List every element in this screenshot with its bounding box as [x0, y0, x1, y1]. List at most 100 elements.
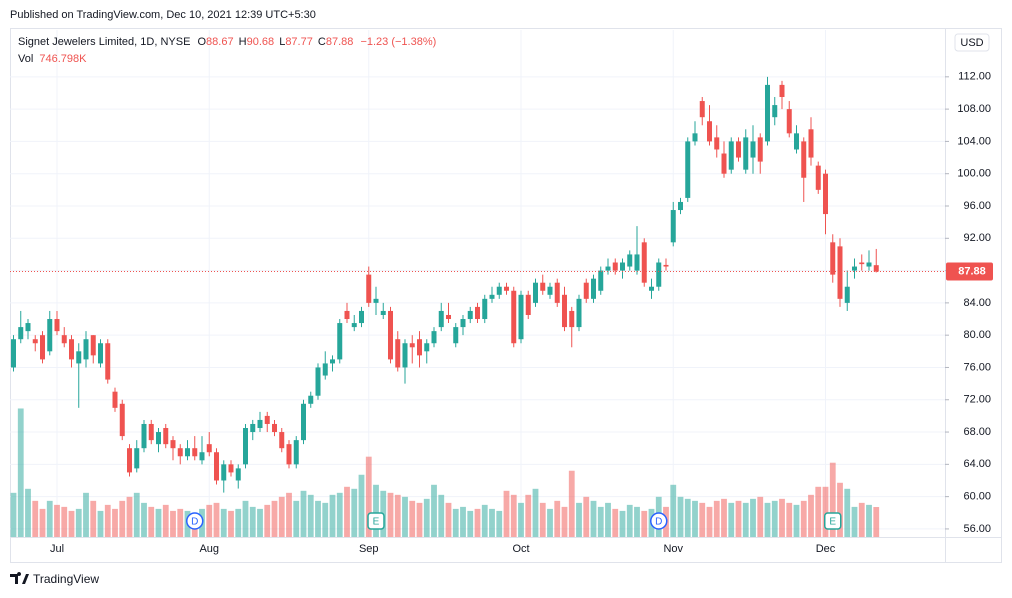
volume-bar — [605, 502, 611, 537]
volume-bar — [829, 462, 836, 537]
candle-body — [554, 282, 560, 303]
volume-bar — [786, 502, 793, 537]
volume-bar — [583, 496, 590, 537]
candle-body — [844, 286, 850, 303]
volume-bar — [735, 500, 742, 537]
volume-bar — [619, 510, 626, 537]
candle-body — [489, 294, 495, 299]
volume-bar — [112, 508, 118, 537]
candle-body — [54, 319, 60, 332]
candle-body — [641, 242, 647, 283]
last-price-label: 87.88 — [958, 265, 986, 277]
candle-body — [272, 423, 277, 433]
candle-body — [11, 339, 16, 368]
volume-bar — [344, 486, 350, 537]
x-tick-label: Jul — [50, 543, 64, 555]
axis-layer: 56.00 60.00 64.00 68.00 72.00 76.00 80.00 84.00… — [10, 71, 993, 555]
volume-bar — [815, 486, 822, 537]
change: −1.23 (−1.38%) — [360, 36, 436, 48]
candle-body — [163, 428, 169, 445]
volume-name: Vol — [18, 53, 33, 65]
volume-bar — [25, 488, 31, 537]
volume-bar — [75, 508, 82, 537]
volume-bar — [293, 500, 300, 537]
volume-bar — [590, 500, 597, 537]
candle-body — [185, 448, 190, 457]
legend-volume: Vol 746.798K — [18, 53, 87, 65]
candle-body — [112, 391, 118, 408]
volume-bar — [576, 502, 582, 537]
volume-bar — [684, 498, 691, 537]
candle-body — [475, 306, 480, 320]
volume-bar — [561, 506, 568, 537]
volume-bar — [547, 508, 553, 537]
volume-bar — [278, 496, 285, 537]
volume-bar — [32, 500, 39, 537]
dividend-marker[interactable] — [186, 512, 204, 530]
candle-body — [431, 331, 437, 344]
currency[interactable]: USD — [960, 37, 983, 49]
earnings-marker[interactable] — [367, 512, 385, 530]
volume-bar — [706, 506, 713, 537]
candle-body — [518, 294, 524, 340]
event-label: D — [655, 517, 662, 528]
volume-bar — [474, 508, 481, 537]
candle-body — [627, 254, 633, 267]
volume-bar — [264, 504, 271, 537]
currency-box[interactable] — [954, 33, 990, 52]
close-label: C — [318, 36, 326, 48]
candle-body — [308, 395, 314, 404]
candle-body — [634, 254, 640, 271]
x-tick-label: Dec — [816, 543, 836, 555]
volume-bar — [641, 510, 648, 537]
y-tick-label: 80.00 — [963, 329, 991, 341]
volume-bar — [873, 507, 880, 537]
candle-body — [794, 133, 799, 150]
volume-bar — [61, 506, 68, 537]
x-tick-label: Sep — [359, 543, 379, 555]
volume-bar — [779, 498, 785, 537]
volume-bar — [387, 492, 394, 537]
volume-bar — [220, 508, 227, 537]
volume-bar — [532, 488, 539, 537]
candle-body — [206, 444, 212, 453]
candle-body — [293, 440, 299, 465]
dividend-marker[interactable] — [650, 512, 668, 530]
volume-bar — [728, 502, 735, 537]
candle-body — [779, 84, 785, 98]
y-tick-label: 100.00 — [957, 168, 991, 180]
candle-body — [859, 262, 865, 265]
candle-body — [482, 298, 488, 320]
candle-body — [612, 262, 618, 271]
volume-bar — [539, 502, 546, 537]
earnings-marker[interactable] — [824, 512, 842, 530]
volume-bar — [365, 456, 372, 537]
volume-bar — [460, 506, 466, 537]
volume-bar — [423, 498, 430, 537]
volume-bar — [213, 502, 220, 537]
volume-bar — [358, 474, 365, 537]
candle-body — [257, 419, 263, 429]
candle-body — [823, 173, 828, 215]
candle-body — [525, 294, 531, 315]
x-tick-label: Nov — [663, 543, 683, 555]
volume-bar — [858, 502, 865, 537]
y-tick-label: 84.00 — [963, 297, 991, 309]
candle-body — [670, 210, 676, 243]
candle-body — [148, 423, 154, 441]
logo-icon — [10, 572, 29, 584]
volume-bar — [10, 492, 17, 537]
candle-body — [446, 314, 451, 320]
volume-bar — [54, 504, 60, 537]
volume-bar — [257, 508, 263, 537]
candle-body — [569, 310, 575, 328]
volume-bar — [496, 510, 503, 537]
volume-bar — [699, 502, 706, 537]
last-price-box — [946, 262, 993, 281]
candle-body — [837, 246, 843, 299]
candle-body — [344, 310, 350, 320]
candle-body — [388, 310, 393, 360]
y-tick-label: 64.00 — [963, 458, 991, 470]
candle-body — [134, 448, 140, 469]
